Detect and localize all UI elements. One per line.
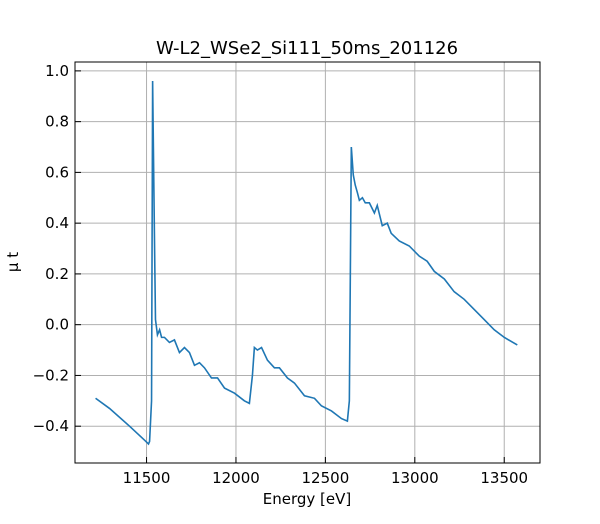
x-tick-label: 13500 — [480, 469, 528, 487]
data-line — [95, 81, 518, 446]
x-tick-label: 12000 — [212, 469, 260, 487]
x-tick-label: 12500 — [302, 469, 350, 487]
y-tick-label: 0.4 — [45, 214, 69, 232]
y-tick-label: 0.8 — [45, 113, 69, 131]
y-tick-label: 0.0 — [45, 316, 69, 334]
y-tick-label: −0.4 — [33, 417, 69, 435]
y-tick-label: 0.2 — [45, 265, 69, 283]
y-tick-label: 0.6 — [45, 163, 69, 181]
x-axis-label: Energy [eV] — [263, 490, 351, 508]
plot-frame — [74, 61, 541, 464]
chart-title: W-L2_WSe2_Si111_50ms_201126 — [156, 38, 458, 59]
y-tick-label: 1.0 — [45, 62, 69, 80]
x-tick-label: 11500 — [123, 469, 171, 487]
y-tick-label: −0.2 — [33, 366, 69, 384]
x-tick-label: 13000 — [391, 469, 439, 487]
y-axis-label: μ t — [4, 252, 22, 272]
